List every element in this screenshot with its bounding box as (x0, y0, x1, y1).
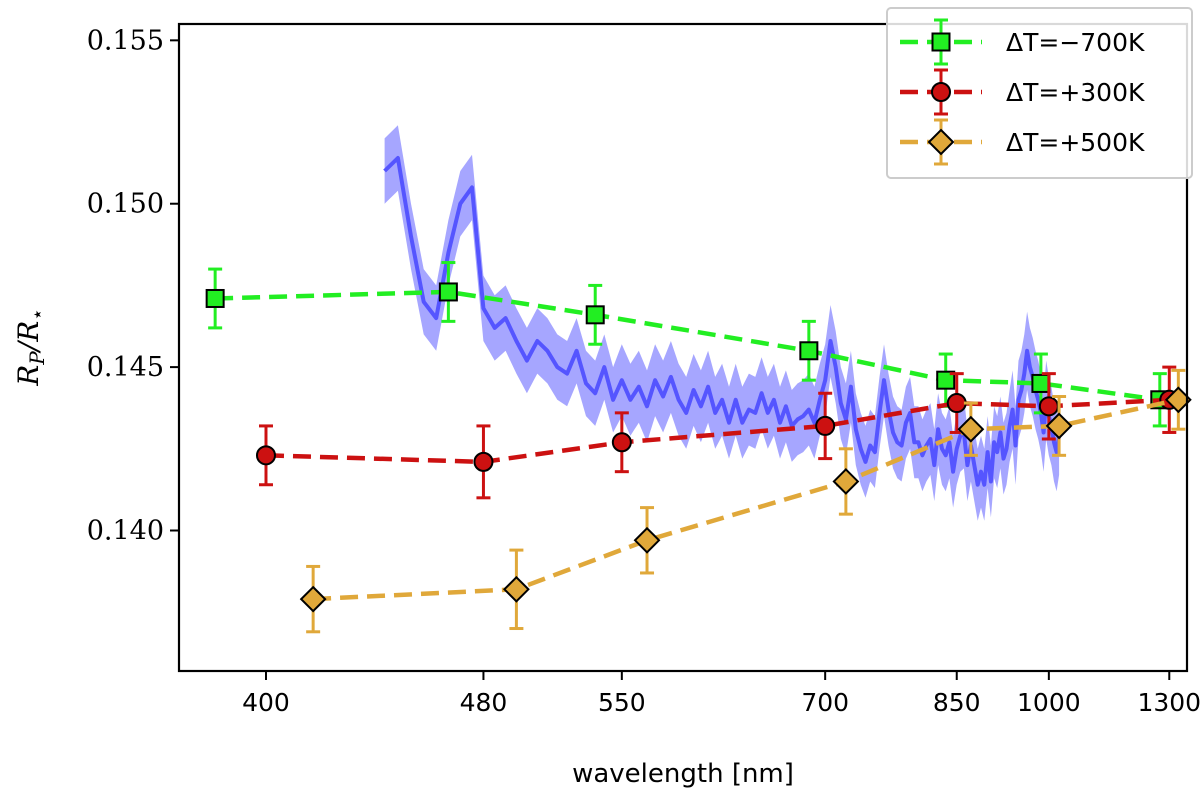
x-tick-label-1: 480 (460, 688, 508, 717)
y-axis-label-main: R (12, 365, 45, 387)
series-2-point-4 (957, 415, 985, 443)
axes-frame (177, 22, 1189, 673)
x-tick-label-3: 700 (801, 688, 849, 717)
legend-marker-2 (927, 128, 955, 156)
x-tick-label-5: 1000 (1017, 688, 1081, 717)
legend-marker-1 (931, 82, 951, 102)
legend-entry-1: ΔT=+300K (900, 68, 1145, 116)
y-axis-label-sub: P (25, 351, 49, 366)
x-axis-label: wavelength [nm] (572, 759, 794, 789)
legend-label-1: ΔT=+300K (1006, 78, 1145, 107)
y-tick-label-3: 0.155 (87, 25, 164, 56)
series-0 (205, 261, 1170, 428)
legend-entry-0: ΔT=−700K (900, 18, 1145, 66)
y-axis-label-denominator: /R (12, 321, 45, 355)
legend: ΔT=−700K ΔT=+300K ΔT=+500K (886, 7, 1193, 179)
series-0-point-2 (585, 305, 605, 325)
y-tick-label-2: 0.150 (87, 189, 164, 220)
series-2-point-3 (832, 468, 860, 495)
legend-entry-2: ΔT=+500K (900, 118, 1145, 166)
y-axis-label-star: ⋆ (25, 308, 49, 321)
x-tick-label-2: 550 (598, 688, 646, 717)
series-1-point-3 (815, 415, 836, 436)
series-1-point-1 (473, 451, 494, 472)
series-1 (255, 365, 1180, 500)
ticks-layer: 0.140 0.145 0.150 0.155 400 480 550 700 850 1000 1… (87, 25, 1200, 717)
series-layer (205, 261, 1192, 634)
series-1-point-0 (255, 445, 276, 466)
y-tick-label-1: 0.145 (87, 352, 164, 383)
y-tick-label-0: 0.140 (87, 515, 164, 546)
series-1-point-2 (611, 432, 632, 453)
series-1-point-4 (946, 393, 967, 414)
series-0-point-4 (936, 370, 956, 390)
x-tick-label-0: 400 (242, 688, 290, 717)
series-2 (299, 368, 1192, 634)
legend-marker-0 (931, 32, 951, 52)
series-2-point-0 (299, 585, 327, 613)
series-2-point-5 (1045, 412, 1073, 440)
series-2-point-1 (502, 575, 530, 603)
spectrum-line (383, 156, 1062, 487)
series-1-point-5 (1038, 396, 1059, 417)
series-2-point-2 (633, 526, 661, 554)
series-0-point-3 (799, 341, 819, 361)
series-0-point-0 (205, 288, 225, 308)
series-0-point-1 (438, 282, 458, 302)
plot-area (205, 125, 1192, 634)
x-tick-label-4: 850 (933, 688, 981, 717)
y-axis-label: RP/R⋆ (12, 308, 49, 387)
legend-box (886, 7, 1193, 179)
x-tick-label-6: 1300 (1137, 688, 1200, 717)
legend-label-2: ΔT=+500K (1006, 128, 1145, 157)
spectrum-layer (383, 125, 1062, 521)
legend-label-0: ΔT=−700K (1006, 28, 1145, 57)
series-0-point-5 (1031, 373, 1051, 393)
